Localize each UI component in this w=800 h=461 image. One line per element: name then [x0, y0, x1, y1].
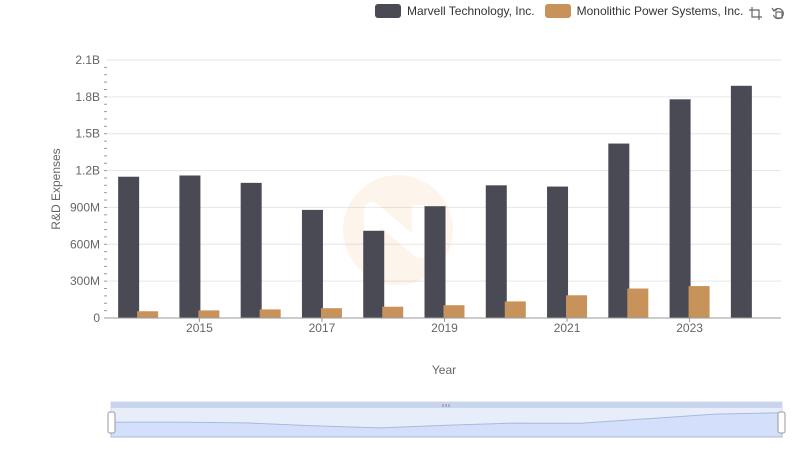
legend-label-marvell: Marvell Technology, Inc. [407, 4, 535, 18]
legend: Marvell Technology, Inc. Monolithic Powe… [375, 4, 743, 18]
y-tick-label: 1.8B [75, 90, 100, 104]
zoom-reset-icon[interactable] [771, 6, 786, 21]
zoom-select-icon[interactable] [748, 6, 763, 21]
zoom-handle-right[interactable] [777, 411, 786, 434]
legend-swatch-marvell [375, 4, 401, 18]
bar-marvell-2017[interactable] [301, 209, 323, 318]
legend-label-monolithic: Monolithic Power Systems, Inc. [576, 4, 744, 18]
bar-monolithic-2018[interactable] [382, 306, 404, 318]
bar-monolithic-2021[interactable] [566, 295, 588, 318]
bar-monolithic-2023[interactable] [688, 286, 710, 318]
bar-marvell-2024[interactable] [730, 85, 752, 318]
bar-marvell-2016[interactable] [240, 182, 262, 318]
bar-monolithic-2015[interactable] [198, 310, 220, 318]
bar-monolithic-2016[interactable] [259, 309, 281, 318]
legend-item-monolithic[interactable]: Monolithic Power Systems, Inc. [544, 4, 744, 18]
x-tick-label: 2021 [554, 321, 581, 335]
bar-marvell-2023[interactable] [669, 99, 691, 318]
y-axis-title: R&D Expenses [49, 148, 63, 229]
bar-marvell-2014[interactable] [118, 176, 140, 318]
x-tick-label: 2023 [676, 321, 703, 335]
x-tick-label: 2015 [186, 321, 213, 335]
data-zoom-slider[interactable] [107, 401, 786, 438]
x-axis: 2015 2017 2019 2021 2023 [107, 317, 781, 335]
zoom-preview-area [110, 412, 783, 438]
bars [118, 85, 752, 318]
bar-monolithic-2017[interactable] [320, 308, 342, 318]
bar-monolithic-2022[interactable] [627, 288, 649, 318]
y-tick-label: 1.5B [75, 127, 100, 141]
bar-marvell-2020[interactable] [485, 185, 507, 318]
legend-item-marvell[interactable]: Marvell Technology, Inc. [375, 4, 535, 18]
zoom-handle-left[interactable] [107, 411, 116, 434]
bar-marvell-2022[interactable] [608, 143, 630, 318]
y-axis: 0 300M 600M 900M 1.2B 1.5B 1.8B 2.1B [70, 53, 107, 325]
x-tick-label: 2019 [431, 321, 458, 335]
zoom-drag-grip-icon[interactable] [442, 404, 450, 407]
bar-marvell-2015[interactable] [179, 175, 201, 318]
x-axis-title: Year [432, 363, 456, 377]
legend-swatch-monolithic [544, 4, 571, 18]
bar-monolithic-2020[interactable] [504, 301, 526, 318]
bar-monolithic-2014[interactable] [137, 311, 159, 318]
bar-monolithic-2019[interactable] [443, 305, 465, 318]
x-tick-label: 2017 [309, 321, 336, 335]
bar-marvell-2019[interactable] [424, 206, 446, 318]
y-tick-label: 600M [70, 237, 100, 251]
y-tick-label: 0 [93, 311, 100, 325]
y-tick-label: 300M [70, 274, 100, 288]
y-tick-label: 900M [70, 200, 100, 214]
y-tick-label: 2.1B [75, 53, 100, 67]
toolbox [748, 6, 786, 21]
bar-marvell-2021[interactable] [547, 186, 569, 318]
bar-marvell-2018[interactable] [363, 230, 385, 318]
y-tick-label: 1.2B [75, 164, 100, 178]
